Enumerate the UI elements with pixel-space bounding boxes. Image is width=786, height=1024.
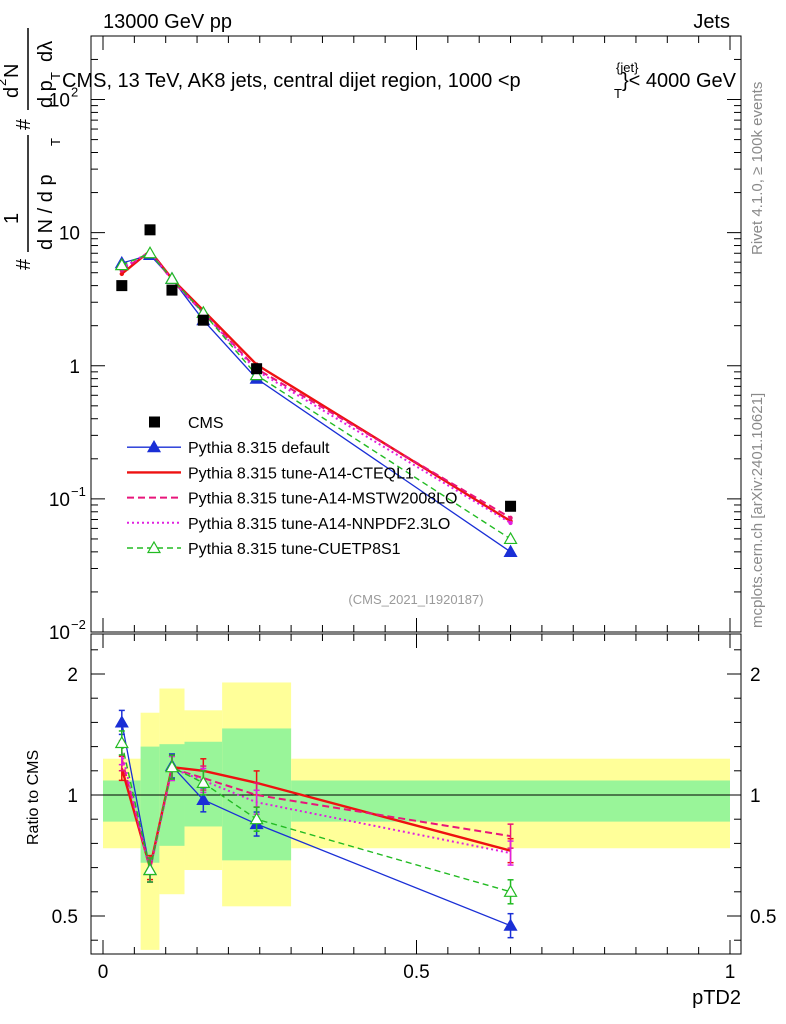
legend-marker-cms [149, 416, 160, 428]
ylabel-2: 2 [0, 79, 9, 86]
main-series-group [114, 224, 518, 557]
x-tick-label: 0.5 [403, 962, 429, 983]
x-tick-label: 0 [98, 962, 109, 983]
main-ytick-label-base: 10 [49, 490, 70, 511]
ratio-series-line-2 [120, 758, 511, 871]
ratio-series-line-0 [121, 722, 511, 927]
main-point-cuetp8s1 [114, 257, 129, 271]
ylabel-dl: dλ [35, 41, 57, 62]
main-ytick-label: 10 −2 [49, 617, 86, 644]
ylabel-d2: d [1, 87, 23, 98]
ratio-ytick-label-left: 2 [67, 665, 78, 686]
main-ytick-label-base: 10 [49, 91, 70, 112]
ylabel-T: T [48, 138, 63, 146]
legend-entry-4: Pythia 8.315 tune-A14-NNPDF2.3LO [127, 516, 450, 533]
main-ytick-label: 1 [69, 357, 80, 378]
cms-data-point [197, 314, 209, 326]
legend-label-1: Pythia 8.315 default [188, 440, 330, 457]
legend-marker-triangle [146, 439, 162, 453]
plot-title: CMS, 13 TeV, AK8 jets, central dijet reg… [62, 60, 737, 101]
ratio-point-default [114, 715, 129, 728]
cms-data-point [251, 363, 263, 375]
ratio-point-cuetp8s1 [196, 775, 211, 788]
legend-entry-5: Pythia 8.315 tune-CUETP8S1 [127, 540, 401, 558]
x-axis-ticks: 0 0.5 1 [98, 36, 736, 983]
legend: CMS Pythia 8.315 default Pythia 8.315 tune… [127, 415, 457, 558]
main-ytick-label: 10 [59, 224, 80, 245]
main-point-2 [508, 515, 513, 521]
cms-data-point [505, 500, 517, 512]
main-ytick-label-exp: 2 [71, 85, 78, 100]
ratio-series-line-4 [121, 742, 511, 893]
header-left: 13000 GeV pp [103, 11, 232, 33]
main-ytick-label: 10 −1 [49, 484, 86, 511]
legend-entry-2: Pythia 8.315 tune-A14-CTEQL1 [127, 465, 414, 482]
main-point-3 [508, 520, 513, 526]
ratio-uncertainty-bands [103, 682, 730, 950]
main-ytick-label-exp: −2 [71, 617, 86, 632]
plot-title-sub: T [614, 86, 622, 101]
y-axis-label-main: # 1 d N / d p T # d 2 N d p T dλ [0, 28, 63, 270]
ylabel-N: N [1, 64, 23, 78]
band-green-1 [140, 746, 160, 863]
main-series-line-3 [121, 250, 512, 524]
band-green-5 [291, 780, 730, 822]
side-text-mcplots: mcplots.cern.ch [arXiv:2401.10621] [749, 393, 766, 628]
legend-label-5: Pythia 8.315 tune-CUETP8S1 [188, 541, 401, 558]
main-ytick-label-base: 1 [69, 357, 80, 378]
ratio-ytick-label-right: 1 [750, 786, 761, 807]
ratio-point-cuetp8s1 [503, 884, 518, 897]
ratio-ytick-label-left: 1 [67, 786, 78, 807]
cms-data-point [166, 284, 178, 296]
plot-title-end: }< 4000 GeV [622, 70, 737, 92]
ratio-axis-ticks: 2 2 1 1 0.5 0.5 [52, 649, 776, 941]
legend-label-2: Pythia 8.315 tune-A14-CTEQL1 [188, 465, 414, 482]
ratio-point-cuetp8s1 [114, 735, 129, 749]
ratio-ytick-label-right: 2 [750, 665, 761, 686]
legend-entry-3: Pythia 8.315 tune-A14-MSTW2008LO [127, 491, 457, 508]
main-point-1 [119, 271, 125, 277]
cms-data-point [116, 280, 128, 292]
ylabel-dpT: d p [35, 80, 57, 108]
main-ytick-label-base: 10 [59, 224, 80, 245]
plot-title-sup: {jet} [616, 60, 639, 75]
ylabel-hash2: # [13, 118, 35, 130]
header-right: Jets [693, 11, 730, 33]
legend-entry-0: CMS [149, 415, 224, 432]
legend-label-4: Pythia 8.315 tune-A14-NNPDF2.3LO [188, 516, 450, 533]
main-point-default [503, 544, 518, 557]
ratio-point-cuetp8s1 [142, 862, 158, 876]
x-axis-label: pTD2 [692, 987, 741, 1009]
analysis-watermark: (CMS_2021_I1920187) [348, 592, 483, 607]
main-ytick-label-base: 10 [49, 623, 70, 644]
side-text-rivet: Rivet 4.1.0, ≥ 100k events [749, 82, 766, 255]
legend-label-0: CMS [188, 415, 224, 432]
ratio-point-cuetp8s1 [249, 811, 264, 825]
cms-data-point [144, 224, 156, 236]
ylabel-T2: T [48, 72, 63, 80]
x-tick-label: 1 [725, 962, 736, 983]
main-point-cuetp8s1 [142, 246, 158, 259]
ratio-point-cuetp8s1 [164, 759, 180, 773]
main-ytick-label: 10 2 [49, 85, 78, 112]
legend-entry-1: Pythia 8.315 default [127, 439, 330, 457]
plot-title-text: CMS, 13 TeV, AK8 jets, central dijet reg… [62, 70, 521, 92]
legend-marker-open-triangle [146, 540, 162, 554]
main-point-cuetp8s1 [503, 531, 518, 545]
ratio-ytick-label-right: 0.5 [750, 907, 776, 928]
legend-label-3: Pythia 8.315 tune-A14-MSTW2008LO [188, 491, 457, 508]
main-point-cuetp8s1 [164, 271, 180, 284]
ratio-ytick-label-left: 0.5 [52, 907, 78, 928]
y-axis-label-ratio: Ratio to CMS [25, 750, 42, 845]
ylabel-hash1: # [13, 258, 35, 270]
ratio-point-default [196, 792, 211, 805]
ylabel-dN: d N / d p [35, 174, 57, 250]
ratio-series-group [114, 709, 518, 939]
main-ytick-label-exp: −1 [71, 484, 86, 499]
ylabel-one: 1 [1, 213, 23, 224]
main-point-cuetp8s1 [249, 367, 264, 381]
ratio-point-default [503, 918, 518, 931]
